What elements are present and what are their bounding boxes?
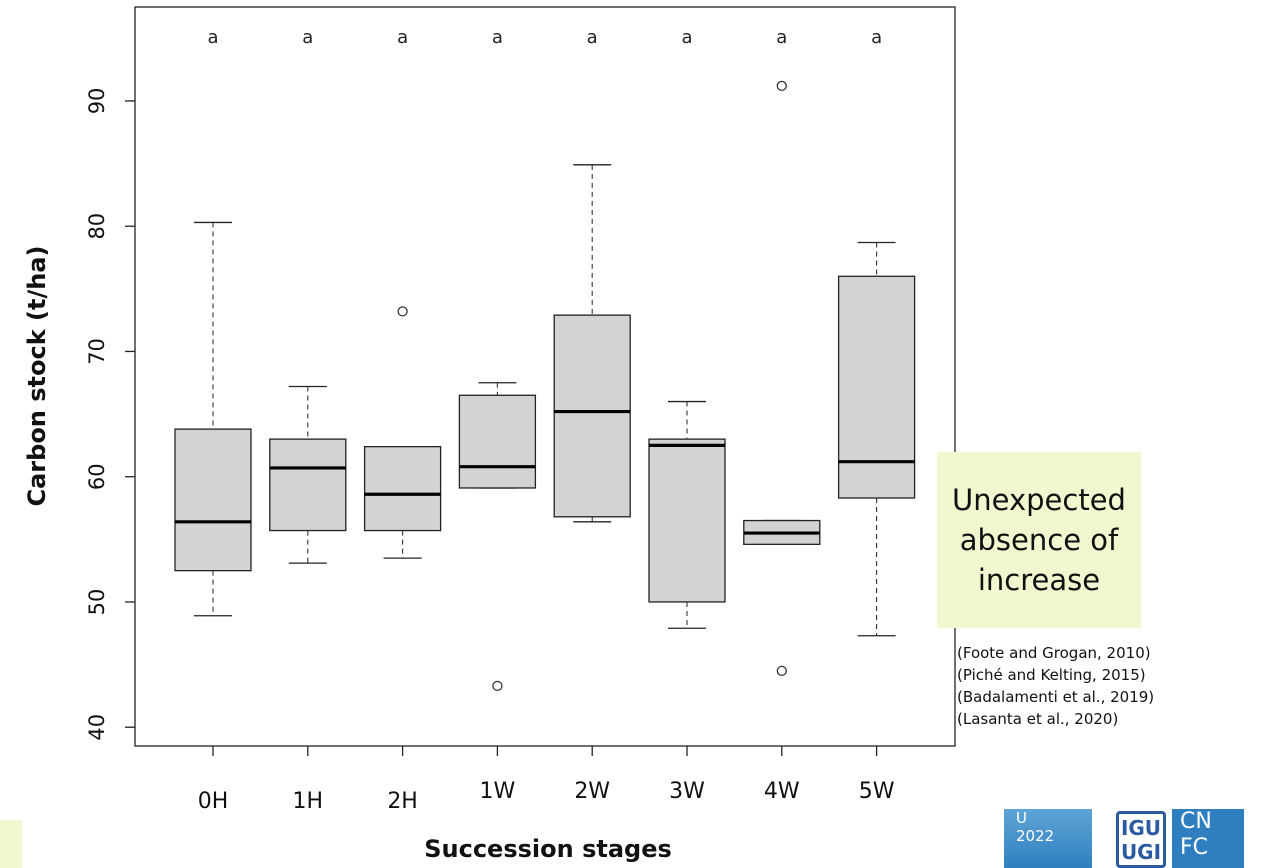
x-tick-label: 5W: [859, 779, 895, 804]
significance-letter: a: [681, 27, 692, 48]
footer-logos: U 2022 IGU UGI CN FC: [1004, 809, 1276, 868]
x-tick-label: 1W: [480, 779, 516, 804]
y-tick-label: 40: [85, 714, 109, 741]
x-tick-label: 2W: [574, 779, 610, 804]
reference-item: (Piché and Kelting, 2015): [957, 666, 1146, 684]
x-tick-label: 3W: [669, 779, 705, 804]
significance-letter: a: [587, 27, 598, 48]
reference-item: (Lasanta et al., 2020): [957, 710, 1119, 728]
callout-line: Unexpected: [952, 483, 1126, 517]
x-axis-title: Succession stages: [424, 835, 672, 863]
x-tick-label: 2H: [387, 789, 418, 814]
box-1W: [458, 394, 537, 489]
logo-text: IGU: [1120, 816, 1162, 840]
significance-letter: a: [207, 27, 218, 48]
outlier-point: [776, 80, 787, 92]
y-axis-title: Carbon stock (t/ha): [23, 246, 51, 507]
box-3W: [648, 438, 726, 603]
significance-letter: a: [871, 27, 882, 48]
box-5W: [837, 275, 916, 499]
box-0H: [174, 428, 252, 572]
reference-item: (Foote and Grogan, 2010): [957, 644, 1151, 662]
corner-decoration: [0, 820, 22, 868]
outlier-point: [776, 665, 787, 676]
x-tick-label: 1H: [293, 789, 324, 814]
logo-text: FC: [1180, 835, 1209, 860]
callout-note: Unexpected absence of increase: [937, 452, 1141, 628]
box-1H: [269, 438, 347, 532]
reference-list: (Foote and Grogan, 2010) (Piché and Kelt…: [957, 642, 1154, 730]
y-tick-label: 80: [85, 213, 109, 240]
conference-logo: U 2022: [1004, 809, 1092, 868]
plot-frame: [134, 6, 956, 747]
reference-item: (Badalamenti et al., 2019): [957, 688, 1155, 706]
significance-letter: a: [397, 27, 408, 48]
box-2W: [553, 314, 631, 518]
logo-text: U: [1016, 809, 1027, 827]
igu-logo: IGU UGI: [1116, 811, 1166, 868]
cnfg-logo: CN FC: [1172, 809, 1244, 868]
significance-letter: a: [776, 27, 787, 48]
y-tick-label: 60: [85, 463, 109, 490]
outlier-point: [492, 680, 503, 692]
y-tick-label: 70: [85, 338, 109, 365]
y-tick-label: 90: [85, 88, 109, 115]
logo-text: UGI: [1120, 840, 1162, 864]
logo-text: 2022: [1016, 827, 1055, 845]
x-tick-label: 0H: [198, 789, 229, 814]
callout-line: absence of: [959, 523, 1119, 557]
callout-line: increase: [977, 563, 1101, 597]
box-2H: [363, 445, 442, 532]
x-tick-label: 4W: [764, 779, 800, 804]
logo-text: CN: [1180, 809, 1212, 834]
significance-letter: a: [302, 27, 313, 48]
outlier-point: [397, 306, 408, 317]
y-tick-label: 50: [85, 589, 109, 616]
significance-letter: a: [492, 27, 503, 48]
